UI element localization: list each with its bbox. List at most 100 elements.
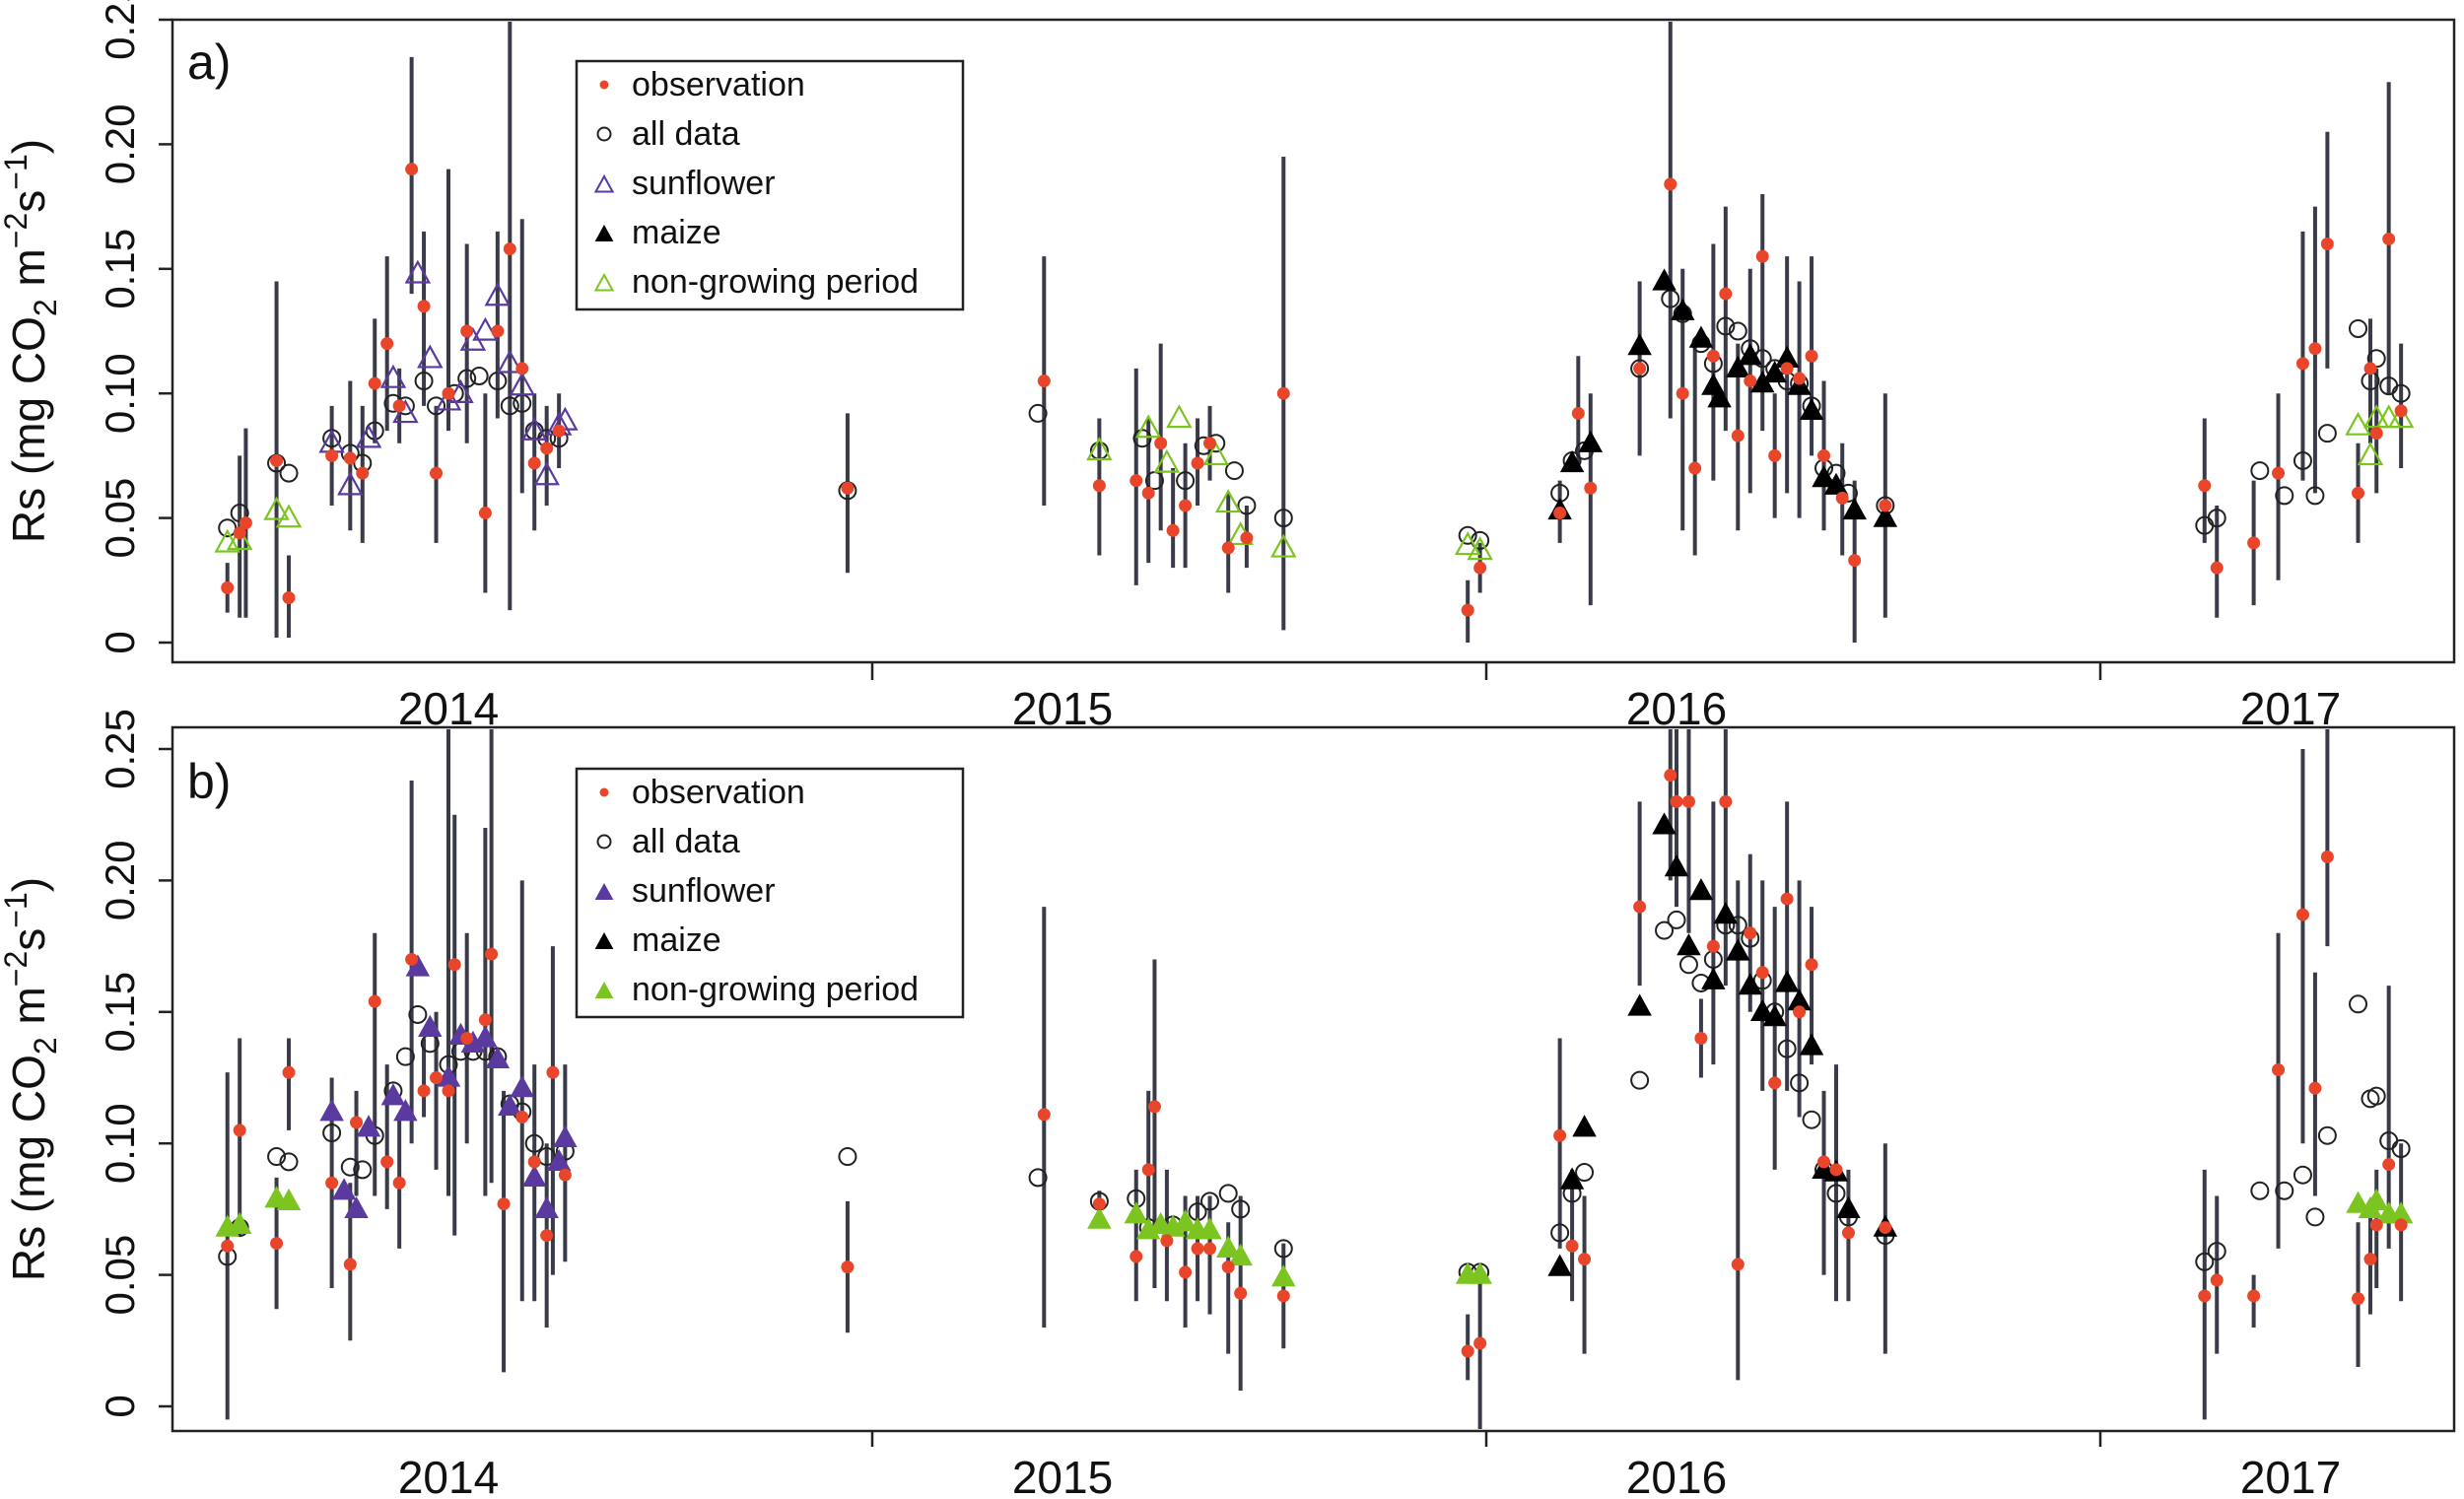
maize-point <box>1627 333 1652 356</box>
sunflower-point <box>484 282 512 307</box>
observation-point <box>405 163 419 176</box>
y-tick-label: 0.10 <box>97 353 143 434</box>
maize-point <box>1799 397 1824 421</box>
all-data-point <box>1458 525 1477 545</box>
all-data-point <box>1667 910 1686 929</box>
observation-point <box>1191 1242 1204 1256</box>
observation-point <box>1633 900 1647 914</box>
observation-point <box>2320 238 2334 251</box>
observation-point <box>2308 342 2322 356</box>
observation-point <box>1037 1108 1051 1122</box>
all-data-point <box>838 1147 857 1167</box>
y-axis-title-part: s <box>3 928 54 951</box>
maize-point <box>1559 449 1585 473</box>
observation-point <box>1676 386 1689 400</box>
observation-point <box>1203 437 1217 450</box>
non-growing-point <box>1086 437 1113 461</box>
observation-point <box>356 466 370 480</box>
all-data-point <box>2195 1252 2215 1271</box>
all-data-point <box>1790 1073 1810 1093</box>
maize-point <box>1652 812 1677 835</box>
sunflower-point <box>435 386 462 411</box>
sunflower-point <box>534 1195 559 1219</box>
sunflower-point <box>497 349 523 374</box>
maize-point <box>1738 973 1763 995</box>
non-growing-point <box>1173 1209 1198 1232</box>
non-growing-point <box>1467 536 1493 561</box>
all-data-point <box>524 1133 544 1153</box>
legend-label: non-growing period <box>632 971 919 1008</box>
observation-point <box>527 1155 541 1169</box>
sunflower-point <box>473 1025 498 1048</box>
observation-point <box>841 1261 855 1274</box>
observation-point <box>1731 1258 1745 1271</box>
all-data-point <box>1802 1110 1821 1129</box>
non-growing-point <box>226 526 253 551</box>
non-growing-point <box>1228 1243 1253 1266</box>
observation-point <box>1276 1289 1290 1303</box>
observation-point <box>270 453 284 467</box>
y-tick-label: 0.15 <box>97 972 143 1053</box>
all-data-point <box>1224 461 1244 481</box>
maize-point <box>1627 993 1652 1016</box>
y-axis-title-part: ) <box>3 139 54 154</box>
observation-point <box>460 1031 474 1045</box>
maize-point <box>1823 472 1849 495</box>
observation-point <box>2295 357 2309 371</box>
non-growing-point <box>1214 489 1242 513</box>
observation-point <box>2352 486 2365 500</box>
legend-marker-observation <box>599 80 609 90</box>
all-data-point <box>469 367 489 386</box>
sunflower-point <box>520 416 548 441</box>
all-data-point <box>500 396 519 416</box>
maize-point <box>1578 430 1604 452</box>
all-data-point <box>2391 1139 2411 1159</box>
legend-label: maize <box>632 214 721 251</box>
all-data-point <box>1678 955 1698 975</box>
all-data-point <box>1728 916 1747 935</box>
all-data-point <box>1630 359 1650 378</box>
y-tick-label: 0.25 <box>97 709 143 789</box>
maize-point <box>1738 343 1763 366</box>
maize-point <box>1713 902 1739 924</box>
observation-point <box>460 324 474 338</box>
observation-point <box>1841 1226 1855 1240</box>
non-growing-point <box>263 496 290 520</box>
non-growing-point <box>1270 533 1297 558</box>
observation-point <box>1461 603 1474 617</box>
observation-point <box>2308 1081 2322 1095</box>
sunflower-point <box>337 471 364 496</box>
legend-label: non-growing period <box>632 263 919 301</box>
non-growing-point <box>1124 1201 1149 1224</box>
observation-point <box>1276 386 1290 400</box>
observation-point <box>1141 1163 1155 1177</box>
legend-marker-triangle <box>594 224 614 241</box>
sunflower-point <box>553 1124 578 1148</box>
observation-point <box>1633 362 1647 375</box>
observation-point <box>1879 499 1892 512</box>
maize-point <box>1652 268 1677 291</box>
legend-label: all data <box>632 823 740 860</box>
observation-point <box>2382 1158 2396 1172</box>
observation-point <box>2247 536 2261 550</box>
observation-point <box>1553 507 1567 520</box>
non-growing-point <box>275 504 303 528</box>
legend-marker-all-data <box>596 834 612 850</box>
all-data-point <box>427 396 446 416</box>
observation-point <box>2247 1289 2261 1303</box>
observation-point <box>1129 1250 1143 1263</box>
legend-marker-triangle <box>593 272 615 292</box>
non-growing-point <box>1087 1206 1112 1229</box>
all-data-point <box>2391 383 2411 403</box>
observation-point <box>540 1229 554 1243</box>
observation-point <box>1780 892 1794 906</box>
all-data-point <box>395 1047 415 1066</box>
observation-point <box>1092 1197 1106 1211</box>
observation-point <box>2363 1253 2377 1266</box>
observation-point <box>2198 479 2212 493</box>
observation-point <box>2210 1273 2224 1287</box>
y-axis-title: Rs (mg CO2 m−2s−1) <box>0 877 63 1281</box>
all-data-point <box>1716 316 1736 336</box>
x-year-label: 2017 <box>2240 683 2341 734</box>
all-data-point <box>1777 1039 1797 1058</box>
